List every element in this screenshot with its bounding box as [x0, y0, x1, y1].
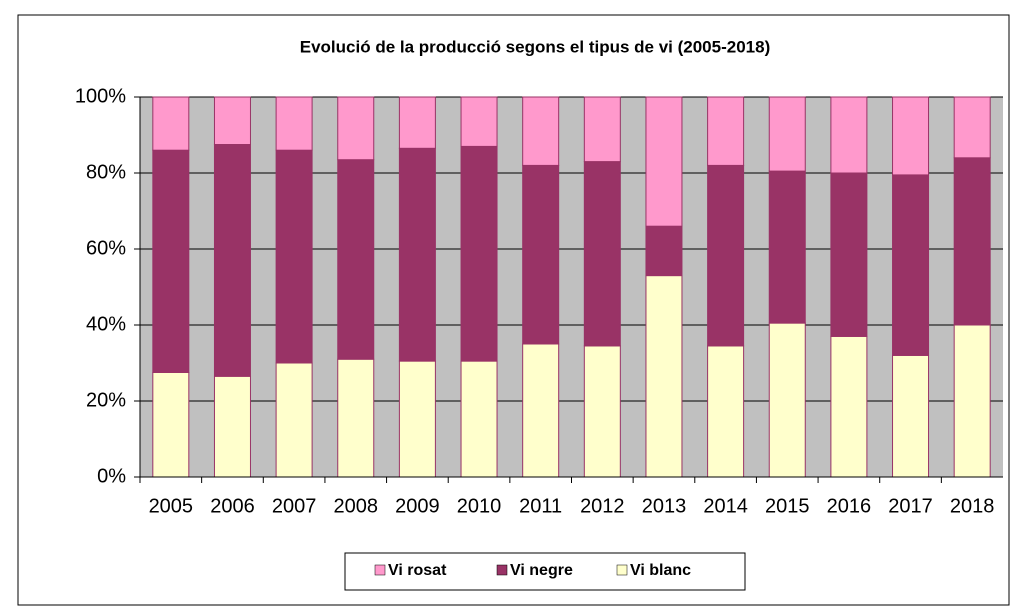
x-tick-label: 2009 [395, 495, 440, 517]
bar-segment [213, 144, 251, 377]
legend-label: Vi blanc [630, 562, 691, 579]
bar-segment [892, 174, 930, 356]
bar-segment [275, 96, 313, 151]
bar-segment [583, 96, 621, 163]
y-tick-label: 40% [86, 313, 126, 335]
bar-segment [152, 372, 190, 478]
x-tick-label: 2016 [827, 495, 872, 517]
bar-segment [768, 322, 806, 478]
legend-swatch [374, 564, 386, 576]
bar-segment [337, 96, 375, 161]
bar-segment [583, 345, 621, 478]
x-tick-label: 2013 [642, 495, 687, 517]
x-tick-label: 2014 [703, 495, 748, 517]
bar-segment [213, 96, 251, 145]
y-tick-label: 80% [86, 161, 126, 183]
bar-segment [522, 96, 560, 166]
bar-segment [337, 358, 375, 478]
bar-segment [645, 225, 683, 277]
bar-segment [707, 345, 745, 478]
legend-swatch [496, 564, 508, 576]
bar-segment [768, 96, 806, 172]
bar-segment [892, 354, 930, 478]
y-tick-label: 0% [97, 465, 126, 487]
bar-segment [953, 324, 991, 478]
legend [344, 552, 746, 591]
bar-segment [152, 149, 190, 373]
bar-segment [337, 159, 375, 360]
x-tick-label: 2007 [272, 495, 317, 517]
x-tick-label: 2018 [950, 495, 995, 517]
x-tick-label: 2012 [580, 495, 625, 517]
x-tick-label: 2005 [149, 495, 194, 517]
chart-title: Evolució de la producció segons el tipus… [300, 37, 770, 56]
bar-segment [213, 375, 251, 478]
bar-segment [707, 164, 745, 347]
bar-segment [398, 360, 436, 478]
bar-segment [830, 335, 868, 478]
bar-segment [152, 96, 190, 151]
x-tick-label: 2011 [519, 495, 562, 517]
x-tick-label: 2015 [765, 495, 810, 517]
bar-segment [768, 170, 806, 324]
bar-segment [953, 96, 991, 159]
x-tick-label: 2008 [334, 495, 379, 517]
bar-segment [645, 96, 683, 227]
bar-segment [522, 343, 560, 478]
bar-segment [275, 149, 313, 364]
bar-segment [830, 172, 868, 337]
bar-segment [645, 275, 683, 478]
bar-segment [953, 157, 991, 326]
y-tick-label: 100% [75, 85, 126, 107]
x-tick-label: 2010 [457, 495, 502, 517]
bar-segment [275, 362, 313, 478]
bar-segment [460, 360, 498, 478]
bar-segment [892, 96, 930, 176]
bar-segment [707, 96, 745, 166]
bar-segment [398, 96, 436, 149]
legend-label: Vi negre [510, 562, 573, 579]
legend-swatch [616, 564, 628, 576]
y-tick-label: 60% [86, 237, 126, 259]
bar-segment [398, 147, 436, 362]
bar-segment [522, 164, 560, 345]
y-tick-label: 20% [86, 389, 126, 411]
plot-area [140, 97, 1003, 477]
legend-label: Vi rosat [388, 562, 447, 579]
bar-segment [583, 161, 621, 347]
bar-segment [460, 96, 498, 147]
x-tick-label: 2006 [210, 495, 255, 517]
bar-segment [830, 96, 868, 174]
bar-segment [460, 145, 498, 362]
x-tick-label: 2017 [888, 495, 933, 517]
